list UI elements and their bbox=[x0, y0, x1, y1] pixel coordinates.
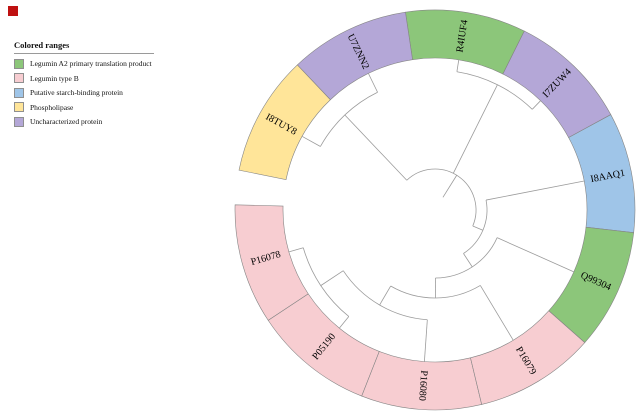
tree-branch bbox=[379, 285, 392, 306]
range-segment-P05190[interactable] bbox=[267, 293, 380, 397]
legend-swatch-icon bbox=[14, 87, 24, 98]
legend-items: Legumin A2 primary translation product Le… bbox=[14, 58, 154, 127]
range-segment-P16078[interactable] bbox=[234, 204, 309, 321]
tree-branch bbox=[485, 180, 585, 201]
range-segment-U7ZNN2[interactable] bbox=[296, 11, 413, 101]
tree-branch bbox=[320, 270, 344, 286]
legend-swatch-icon bbox=[14, 58, 24, 69]
tree-branch bbox=[463, 253, 473, 268]
legend-item-label: Legumin type B bbox=[30, 73, 79, 83]
range-segment-Q99304[interactable] bbox=[548, 226, 635, 343]
colored-ranges-legend: Colored ranges Legumin A2 primary transl… bbox=[14, 40, 154, 131]
legend-item-label: Uncharacterized protein bbox=[30, 117, 103, 126]
legend-item: Phospholipase bbox=[14, 102, 154, 112]
tree-branch bbox=[301, 135, 321, 147]
tree-branch bbox=[531, 100, 541, 110]
legend-item-label: Legumin A2 primary translation product bbox=[30, 59, 152, 68]
legend-title: Colored ranges bbox=[14, 40, 154, 54]
range-segment-R4IUF4[interactable] bbox=[405, 9, 525, 75]
legend-item-label: Putative starch-binding protein bbox=[30, 88, 123, 97]
tree-branch bbox=[472, 225, 484, 231]
tree-branch bbox=[344, 114, 408, 181]
legend-item: Legumin type B bbox=[14, 73, 154, 83]
tree-branch bbox=[479, 285, 514, 341]
red-marker bbox=[8, 6, 18, 16]
range-segment-I8TUY8[interactable] bbox=[238, 64, 331, 181]
tree-branch bbox=[452, 84, 498, 174]
leaf-label-R4IUF4[interactable]: R4IUF4 bbox=[455, 19, 471, 53]
tree-branch bbox=[456, 59, 460, 72]
tree-branch bbox=[423, 319, 428, 362]
range-segment-P16080[interactable] bbox=[361, 351, 483, 411]
legend-item: Putative starch-binding protein bbox=[14, 87, 154, 98]
range-segment-I7ZUW4[interactable] bbox=[502, 30, 612, 138]
leaf-label-P16080[interactable]: P16080 bbox=[416, 370, 429, 401]
legend-swatch-icon bbox=[14, 73, 24, 83]
legend-item-label: Phospholipase bbox=[30, 102, 74, 112]
legend-swatch-icon bbox=[14, 102, 24, 112]
legend-swatch-icon bbox=[14, 116, 24, 127]
legend-item: Uncharacterized protein bbox=[14, 116, 154, 127]
tree-branch bbox=[339, 316, 350, 329]
tree-branch bbox=[442, 175, 458, 198]
tree-arc bbox=[406, 168, 477, 227]
range-segment-P16079[interactable] bbox=[470, 310, 586, 405]
tree-branch bbox=[496, 237, 575, 273]
legend-item: Legumin A2 primary translation product bbox=[14, 58, 154, 69]
tree-branch bbox=[288, 247, 304, 253]
tree-branch bbox=[368, 73, 378, 93]
